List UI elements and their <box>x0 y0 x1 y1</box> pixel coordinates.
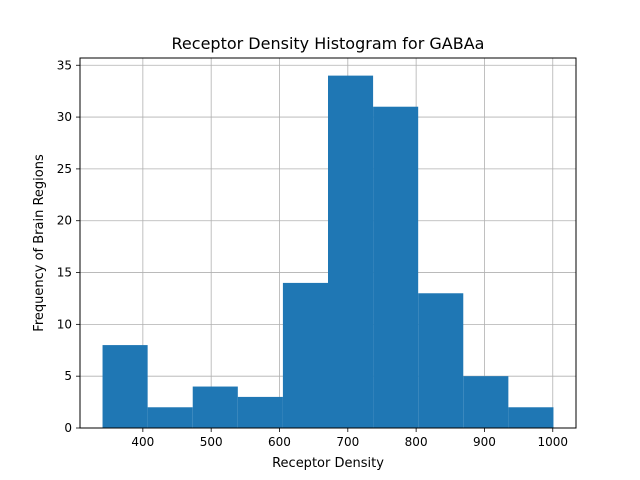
histogram-bar <box>508 407 554 428</box>
histogram-bar <box>418 293 464 428</box>
chart-title: Receptor Density Histogram for GABAa <box>172 34 485 53</box>
histogram-bar <box>102 345 148 428</box>
y-tick-label: 20 <box>57 214 72 228</box>
y-axis-label: Frequency of Brain Regions <box>32 154 47 332</box>
histogram-bar <box>237 396 283 428</box>
y-tick-label: 5 <box>64 369 72 383</box>
histogram-bar <box>328 75 374 428</box>
y-tick-label: 25 <box>57 162 72 176</box>
x-tick-label: 600 <box>268 435 291 449</box>
histogram-bar <box>282 282 328 428</box>
x-axis-label: Receptor Density <box>272 456 384 471</box>
histogram-bar <box>463 376 509 428</box>
histogram-bar <box>373 106 419 428</box>
x-tick-label: 400 <box>131 435 154 449</box>
y-tick-label: 30 <box>57 110 72 124</box>
ticks-layer: 400 500 600 700 800 900 1000 0 5 10 15 20 25 30 35 <box>57 58 568 449</box>
histogram-bar <box>192 386 238 428</box>
y-tick-label: 35 <box>57 58 72 72</box>
x-tick-label: 700 <box>336 435 359 449</box>
bars-layer <box>102 75 554 428</box>
x-tick-label: 1000 <box>537 435 568 449</box>
x-tick-label: 500 <box>200 435 223 449</box>
y-tick-label: 10 <box>57 317 72 331</box>
x-tick-label: 800 <box>405 435 428 449</box>
y-tick-label: 0 <box>64 421 72 435</box>
histogram-bar <box>147 407 193 428</box>
x-tick-label: 900 <box>473 435 496 449</box>
y-tick-label: 15 <box>57 266 72 280</box>
plot-frame <box>79 57 577 429</box>
